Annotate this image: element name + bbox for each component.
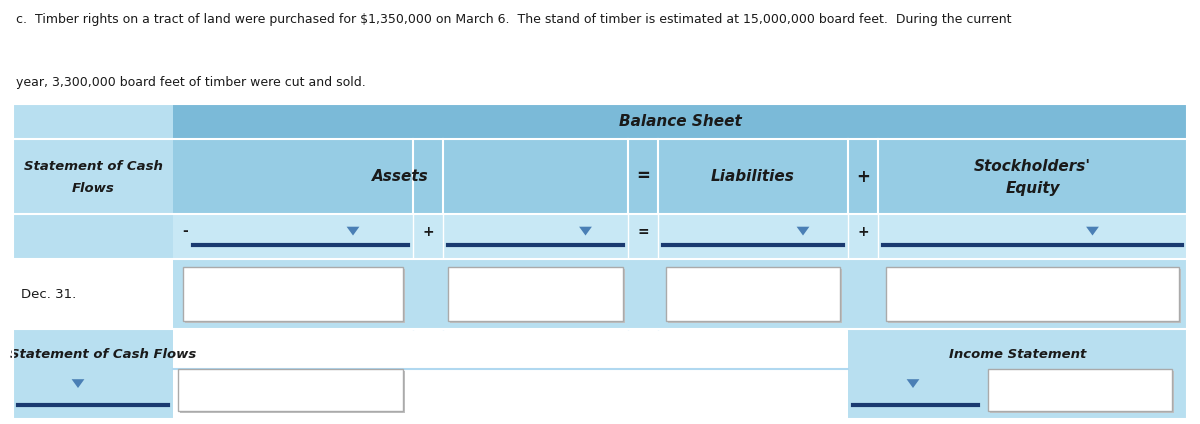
Bar <box>13 259 1187 329</box>
Bar <box>178 369 403 411</box>
Text: Statement of Cash Flows: Statement of Cash Flows <box>10 348 196 360</box>
Text: Balance Sheet: Balance Sheet <box>619 114 742 129</box>
Text: +: + <box>857 224 869 238</box>
Text: Liabilities: Liabilities <box>712 169 794 184</box>
Bar <box>450 269 625 323</box>
Text: Dec. 31.: Dec. 31. <box>22 287 77 301</box>
Bar <box>173 329 848 419</box>
Text: =: = <box>637 224 649 238</box>
Text: =: = <box>636 167 650 186</box>
Text: Income Statement: Income Statement <box>949 348 1086 360</box>
Polygon shape <box>580 227 592 235</box>
Bar <box>848 329 1187 419</box>
Text: +: + <box>422 224 434 238</box>
Polygon shape <box>907 379 919 388</box>
Bar <box>180 371 406 413</box>
Bar <box>886 267 1178 321</box>
Bar <box>448 267 623 321</box>
Bar <box>13 329 173 419</box>
Polygon shape <box>1086 227 1099 235</box>
Bar <box>173 214 1187 259</box>
Text: Statement of Cash: Statement of Cash <box>24 160 162 173</box>
Polygon shape <box>797 227 809 235</box>
Bar <box>182 267 403 321</box>
Text: Flows: Flows <box>72 182 114 195</box>
Text: year, 3,300,000 board feet of timber were cut and sold.: year, 3,300,000 board feet of timber wer… <box>16 76 365 89</box>
Bar <box>668 269 842 323</box>
Text: Equity: Equity <box>1006 181 1060 196</box>
Text: c.  Timber rights on a tract of land were purchased for $1,350,000 on March 6.  : c. Timber rights on a tract of land were… <box>16 13 1012 26</box>
Bar <box>13 259 173 329</box>
Bar <box>990 371 1174 413</box>
Polygon shape <box>72 379 84 388</box>
Bar <box>888 269 1181 323</box>
Bar <box>173 104 1187 139</box>
Text: +: + <box>856 167 870 186</box>
Bar <box>185 269 406 323</box>
Polygon shape <box>347 227 360 235</box>
Bar <box>988 369 1172 411</box>
Bar <box>13 104 1187 419</box>
Text: Stockholders': Stockholders' <box>974 159 1091 174</box>
Text: Assets: Assets <box>372 169 428 184</box>
Bar <box>666 267 840 321</box>
Bar <box>173 139 1187 214</box>
Text: -: - <box>182 224 188 238</box>
Bar <box>13 104 1187 419</box>
